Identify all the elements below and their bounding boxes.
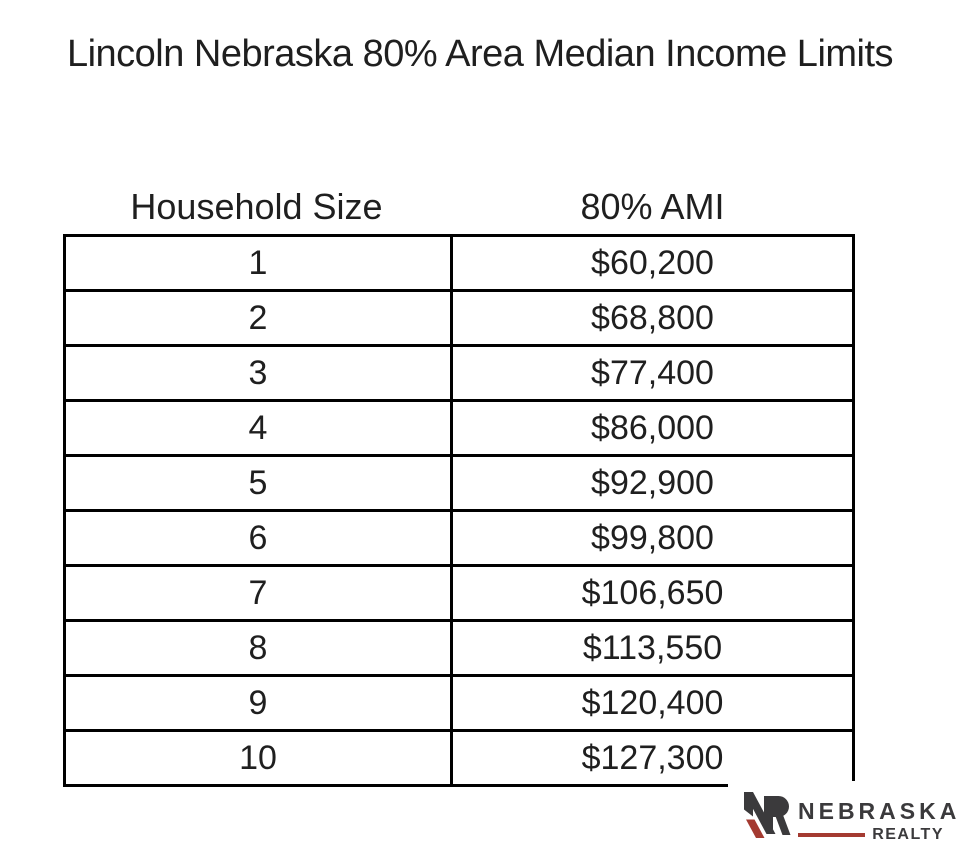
table-row-10: 10 $127,300 — [63, 729, 855, 787]
logo-brand-text: NEBRASKA — [798, 798, 960, 824]
ami-value-10: $127,300 — [450, 729, 855, 787]
household-size-10: 10 — [63, 729, 453, 787]
nr-monogram-icon — [744, 792, 791, 838]
household-size-6: 6 — [63, 509, 453, 567]
page-title: Lincoln Nebraska 80% Area Median Income … — [66, 33, 894, 75]
household-size-3: 3 — [63, 344, 453, 402]
table-row-4: 4 $86,000 — [63, 399, 855, 457]
logo-realty-text: REALTY — [872, 826, 944, 843]
ami-value-3: $77,400 — [450, 344, 855, 402]
red-accent-stroke — [746, 819, 765, 838]
ami-value-1: $60,200 — [450, 234, 855, 292]
ami-value-9: $120,400 — [450, 674, 855, 732]
table-row-5: 5 $92,900 — [63, 454, 855, 512]
ami-value-7: $106,650 — [450, 564, 855, 622]
household-size-5: 5 — [63, 454, 453, 512]
logo-red-rule — [798, 833, 866, 837]
logo-sub-row: REALTY — [798, 827, 944, 843]
r-letter — [764, 796, 791, 835]
table-row-8: 8 $113,550 — [63, 619, 855, 677]
ami-value-4: $86,000 — [450, 399, 855, 457]
table-row-7: 7 $106,650 — [63, 564, 855, 622]
ami-table: 1 $60,200 2 $68,800 3 $77,400 4 $86,000 … — [63, 234, 855, 787]
household-size-4: 4 — [63, 399, 453, 457]
table-row-1: 1 $60,200 — [63, 234, 855, 292]
table-row-6: 6 $99,800 — [63, 509, 855, 567]
ami-value-8: $113,550 — [450, 619, 855, 677]
household-size-1: 1 — [63, 234, 453, 292]
logo-text-block: NEBRASKA REALTY — [798, 798, 960, 843]
ami-value-6: $99,800 — [450, 509, 855, 567]
household-size-8: 8 — [63, 619, 453, 677]
ami-value-5: $92,900 — [450, 454, 855, 512]
column-header-80-ami: 80% AMI — [580, 186, 725, 227]
table-row-9: 9 $120,400 — [63, 674, 855, 732]
household-size-2: 2 — [63, 289, 453, 347]
ami-value-2: $68,800 — [450, 289, 855, 347]
table-row-3: 3 $77,400 — [63, 344, 855, 402]
household-size-7: 7 — [63, 564, 453, 622]
table-row-2: 2 $68,800 — [63, 289, 855, 347]
household-size-9: 9 — [63, 674, 453, 732]
nebraska-realty-logo: NEBRASKA REALTY — [728, 781, 960, 846]
table-column-headers: Household Size 80% AMI — [63, 186, 855, 228]
column-header-household-size: Household Size — [130, 186, 383, 227]
